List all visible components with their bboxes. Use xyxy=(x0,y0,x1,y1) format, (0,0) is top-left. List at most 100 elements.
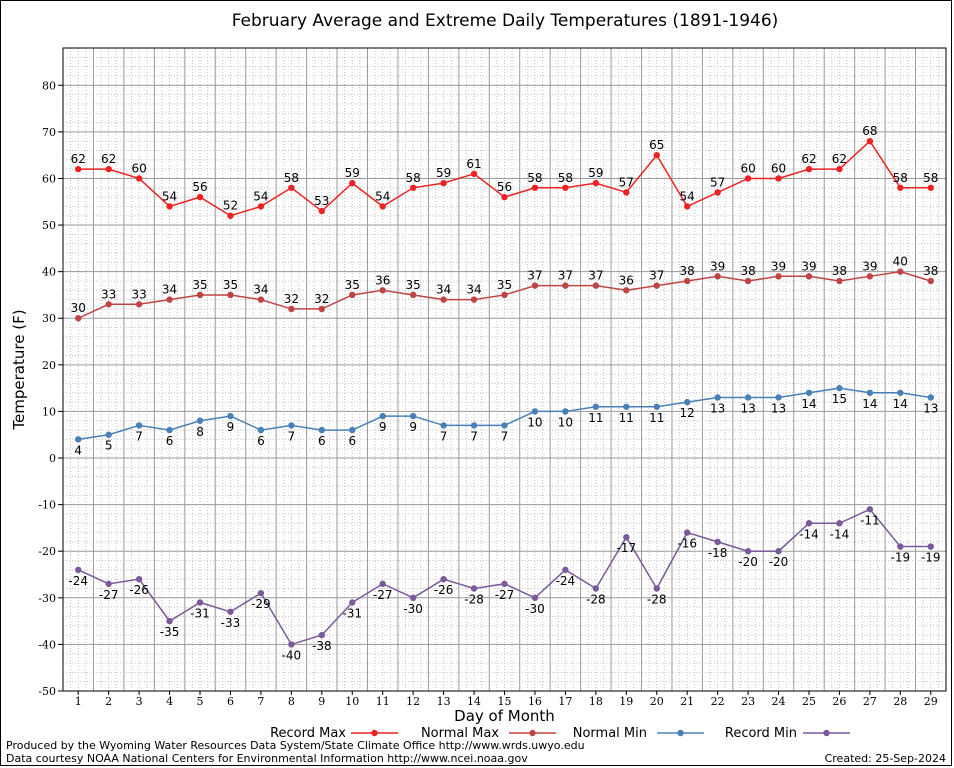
data-point xyxy=(866,273,874,280)
data-point xyxy=(166,203,173,210)
data-label: 34 xyxy=(466,283,481,297)
data-point xyxy=(227,412,234,420)
data-label: 33 xyxy=(131,287,146,301)
data-point xyxy=(592,585,600,592)
data-point xyxy=(775,273,782,280)
data-point xyxy=(805,389,813,396)
data-label: 58 xyxy=(558,171,573,185)
data-label: 39 xyxy=(710,259,725,273)
y-tick-label: -10 xyxy=(38,499,56,512)
data-label: 6 xyxy=(166,434,174,448)
y-tick-label: 50 xyxy=(42,219,56,232)
data-point xyxy=(318,426,326,434)
data-label: 12 xyxy=(680,406,695,420)
y-tick-label: -30 xyxy=(38,592,56,605)
grid xyxy=(62,47,947,692)
data-point xyxy=(714,538,721,546)
data-point xyxy=(440,575,447,583)
data-label: 13 xyxy=(923,401,938,415)
data-point xyxy=(288,184,295,191)
data-label: -20 xyxy=(769,555,789,569)
data-point xyxy=(288,641,295,648)
data-point xyxy=(775,394,782,401)
data-point xyxy=(592,282,600,289)
x-tick-label: 6 xyxy=(227,695,234,708)
data-label: 32 xyxy=(314,292,329,306)
data-point xyxy=(166,617,173,625)
y-tick-label: 0 xyxy=(49,452,56,465)
x-tick-label: 22 xyxy=(711,695,725,708)
data-label: 53 xyxy=(314,194,329,208)
data-label: -14 xyxy=(799,527,819,541)
data-point xyxy=(166,426,173,434)
data-label: 62 xyxy=(71,152,86,166)
data-label: 7 xyxy=(440,429,448,443)
x-tick-label: 23 xyxy=(741,695,755,708)
data-point xyxy=(653,282,660,289)
data-point xyxy=(866,389,874,396)
data-label: 54 xyxy=(375,189,390,203)
data-point xyxy=(562,408,569,415)
data-point xyxy=(227,212,234,219)
x-tick-label: 9 xyxy=(318,695,325,708)
data-label: 13 xyxy=(710,401,725,415)
data-label: 7 xyxy=(288,429,296,443)
data-label: -38 xyxy=(312,639,332,653)
legend-entry: Record Min xyxy=(725,726,850,741)
legend-marker xyxy=(677,729,684,737)
data-point xyxy=(623,287,630,294)
data-label: 58 xyxy=(406,171,421,185)
x-tick-label: 11 xyxy=(376,695,390,708)
data-label: 35 xyxy=(223,278,238,292)
x-tick-label: 21 xyxy=(680,695,694,708)
data-label: -18 xyxy=(708,546,728,560)
data-point xyxy=(349,291,356,299)
data-point xyxy=(440,422,447,429)
data-point xyxy=(501,193,508,201)
data-point xyxy=(836,520,843,527)
data-label: 54 xyxy=(680,189,695,203)
data-point xyxy=(927,184,934,191)
data-point xyxy=(257,296,265,303)
data-point xyxy=(318,207,326,215)
data-label: 13 xyxy=(771,401,786,415)
y-tick-label: 40 xyxy=(42,266,56,279)
series-normal-max: 30 33 33 34 35 35 34 32 32 35 36 35 34 34 35 37 37 37 36 37… xyxy=(71,255,938,322)
data-label: 57 xyxy=(710,175,725,189)
legend-marker xyxy=(371,729,378,737)
x-tick-label: 28 xyxy=(893,695,907,708)
data-label: -24 xyxy=(556,574,576,588)
data-label: 6 xyxy=(257,434,265,448)
x-tick-label: 26 xyxy=(832,695,846,708)
data-point xyxy=(623,403,630,410)
data-point xyxy=(288,422,295,429)
data-point xyxy=(409,594,417,602)
data-label: -11 xyxy=(860,513,880,527)
data-point xyxy=(409,184,417,191)
y-tick-label: 20 xyxy=(42,359,56,372)
data-point xyxy=(562,566,569,574)
data-point xyxy=(196,599,204,606)
data-point xyxy=(866,137,874,145)
y-tick-label: 70 xyxy=(42,126,56,139)
data-point xyxy=(257,203,265,210)
data-label: -27 xyxy=(373,588,393,602)
data-label: 36 xyxy=(375,273,390,287)
data-label: 11 xyxy=(619,411,634,425)
data-point xyxy=(288,305,295,313)
data-point xyxy=(836,165,843,173)
data-point xyxy=(227,608,234,615)
data-label: 38 xyxy=(923,264,938,278)
data-label: 36 xyxy=(619,273,634,287)
data-label: -19 xyxy=(921,551,941,565)
legend-label: Normal Min xyxy=(573,726,647,741)
legend-marker xyxy=(529,729,536,737)
data-label: 59 xyxy=(588,166,603,180)
legend-entry: Normal Min xyxy=(573,726,704,741)
data-label: 34 xyxy=(436,283,451,297)
series-record-max: 62 62 60 54 56 52 54 58 53 59 54 58 59 61 56 58 58 59 57 65… xyxy=(71,124,938,219)
data-label: -17 xyxy=(616,541,636,555)
x-tick-label: 5 xyxy=(197,695,204,708)
data-label: 6 xyxy=(348,434,356,448)
data-label: 60 xyxy=(771,161,786,175)
